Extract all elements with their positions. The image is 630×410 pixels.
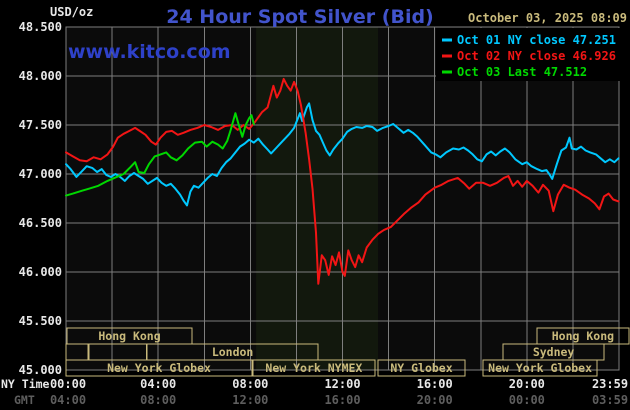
gridlines xyxy=(65,26,620,371)
session-label: London xyxy=(212,345,254,359)
x-tick-label-gmt: 03:59 xyxy=(592,393,628,407)
ny-time-axis-label: NY Time xyxy=(1,377,50,391)
x-tick-label-ny: 00:00 xyxy=(50,377,86,391)
session-label: NY Globex xyxy=(390,361,452,375)
x-tick-label-ny: 16:00 xyxy=(417,377,453,391)
plot-border xyxy=(65,26,620,371)
session-box xyxy=(252,359,376,377)
session-label: Sydney xyxy=(533,345,575,359)
legend-label-oct02: Oct 02 NY close 46.926 xyxy=(457,49,616,63)
y-axis-labels: 48.500 48.000 47.500 47.000 46.500 46.000 45.5… xyxy=(19,20,62,377)
x-tick-label-ny: 04:00 xyxy=(140,377,176,391)
nymex-session-band-layer xyxy=(256,27,378,370)
y-tick-label: 46.000 xyxy=(19,265,62,279)
legend: Oct 01 NY close 47.251 Oct 02 NY close 4… xyxy=(436,28,622,81)
legend-label-oct03: Oct 03 Last 47.512 xyxy=(457,65,587,79)
unit-label: USD/oz xyxy=(50,5,93,19)
series-line-oct01-ny-close xyxy=(65,102,620,207)
y-tick-label: 47.500 xyxy=(19,118,62,132)
x-tick-label-ny: 20:00 xyxy=(509,377,545,391)
session-label: New York Globex xyxy=(107,361,211,375)
x-tick-label-gmt: 20:00 xyxy=(417,393,453,407)
x-tick-label-ny: 08:00 xyxy=(232,377,268,391)
session-label: New York NYMEX xyxy=(265,361,362,375)
session-label: Hong Kong xyxy=(98,329,160,343)
page-title: 24 Hour Spot Silver (Bid) xyxy=(166,6,433,28)
y-tick-label: 45.000 xyxy=(19,363,62,377)
y-tick-label: 48.000 xyxy=(19,69,62,83)
x-tick-label-ny: 23:59 xyxy=(592,377,628,391)
session-label: New York Globex xyxy=(488,361,592,375)
x-tick-label-gmt: 04:00 xyxy=(50,393,86,407)
session-box xyxy=(65,359,253,377)
session-box xyxy=(482,359,598,377)
datetime-label: October 03, 2025 08:09 xyxy=(468,11,627,25)
legend-background xyxy=(436,28,622,81)
x-tick-label-ny: 12:00 xyxy=(324,377,360,391)
series-line-oct02-ny-close xyxy=(65,77,620,285)
legend-label-oct01: Oct 01 NY close 47.251 xyxy=(457,33,616,47)
kitco-watermark-link[interactable]: www.kitco.com xyxy=(68,41,231,63)
price-series xyxy=(65,77,620,285)
y-tick-label: 48.500 xyxy=(19,20,62,34)
x-tick-label-gmt: 12:00 xyxy=(232,393,268,407)
y-tick-label: 46.500 xyxy=(19,216,62,230)
y-tick-label: 47.000 xyxy=(19,167,62,181)
x-tick-label-gmt: 08:00 xyxy=(140,393,176,407)
x-tick-label-gmt: 16:00 xyxy=(324,393,360,407)
y-tick-label: 45.500 xyxy=(19,314,62,328)
gmt-axis-label: GMT xyxy=(14,393,35,407)
market-session-boxes: Hong Kong Hong Kong London Sydney New York G… xyxy=(65,327,630,377)
x-axis-labels: 00:00 04:00 04:00 08:00 08:00 12:00 12:00 16:00… xyxy=(50,377,628,407)
series-line-oct03-last xyxy=(65,112,255,197)
session-box xyxy=(377,359,466,377)
nymex-session-band xyxy=(256,27,378,370)
session-label: Hong Kong xyxy=(552,329,614,343)
x-tick-label-gmt: 00:00 xyxy=(509,393,545,407)
